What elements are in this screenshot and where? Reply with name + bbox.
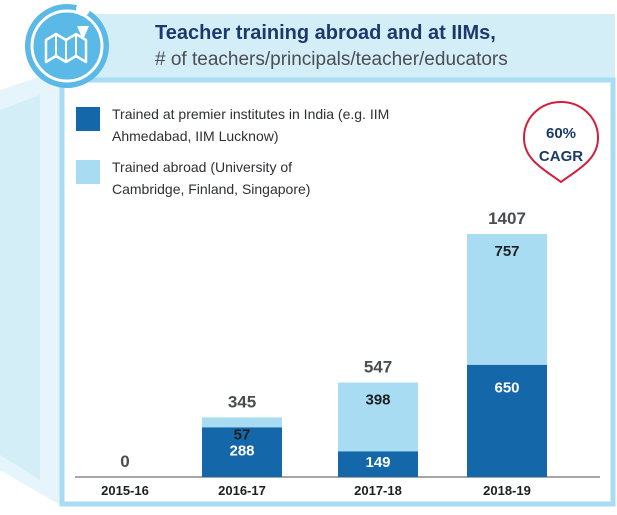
cagr-text: CAGR	[538, 148, 584, 165]
bar-abroad-2016-17	[202, 417, 282, 428]
cagr-callout	[522, 100, 600, 184]
bar-india-2016-17	[202, 427, 282, 477]
legend-swatch-abroad	[76, 160, 100, 184]
value-label-abroad-2016-17: 57	[234, 426, 251, 443]
bar-india-2018-19	[467, 364, 547, 477]
x-tick-label-2018-19: 2018-19	[483, 483, 531, 498]
map-icon	[25, 2, 109, 88]
legend-label-abroad: Trained abroad (University of Cambridge,…	[112, 159, 311, 197]
cagr-value: 60%	[545, 125, 577, 142]
chart-subtitle: # of teachers/principals/teacher/educato…	[155, 49, 508, 70]
legend-label-india: Trained at premier institutes in India (…	[112, 106, 390, 144]
header-band	[60, 14, 615, 80]
total-label-2015-16: 0	[120, 452, 129, 471]
bar-india-2017-18	[338, 451, 418, 477]
bar-abroad-2018-19	[467, 234, 547, 365]
total-label-2016-17: 345	[228, 392, 256, 411]
side-band-inner	[0, 95, 40, 480]
value-label-india-2018-19: 650	[494, 380, 519, 397]
cagr-label: 60% CAGR	[525, 122, 597, 168]
total-label-2018-19: 1407	[488, 209, 526, 228]
value-label-abroad-2017-18: 398	[365, 392, 390, 409]
legend-swatch-india	[76, 107, 100, 131]
x-tick-label-2015-16: 2015-16	[101, 483, 149, 498]
value-label-abroad-2018-19: 757	[494, 243, 519, 260]
bars-layer	[202, 234, 547, 477]
x-tick-label-2017-18: 2017-18	[354, 483, 402, 498]
bar-abroad-2017-18	[338, 382, 418, 452]
value-label-india-2017-18: 149	[365, 454, 390, 471]
value-label-india-2016-17: 288	[229, 442, 254, 459]
x-tick-label-2016-17: 2016-17	[218, 483, 266, 498]
chart-title: Teacher training abroad and at IIMs,	[155, 22, 496, 44]
total-label-2017-18: 547	[364, 358, 392, 377]
